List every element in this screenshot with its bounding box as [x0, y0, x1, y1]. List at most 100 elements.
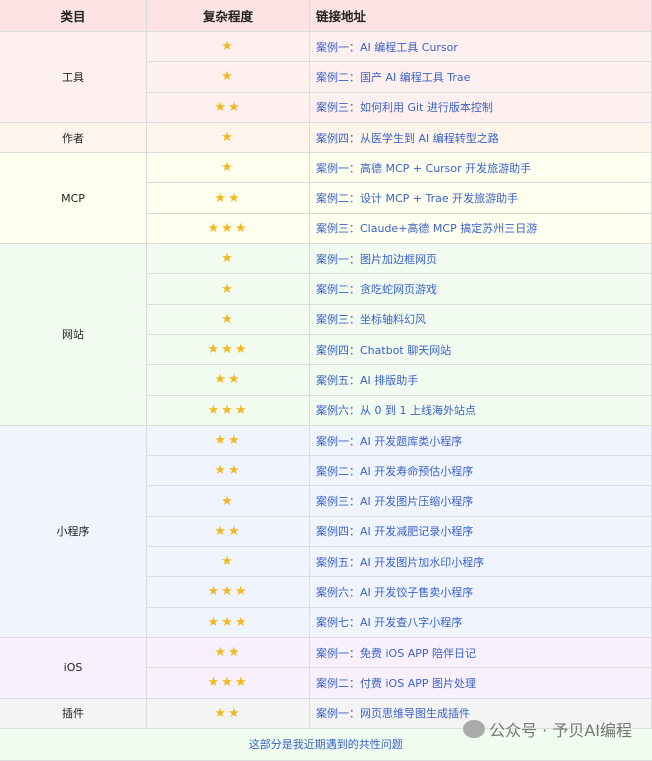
case-link[interactable]: 案例一：免费 iOS APP 陪伴日记 [316, 646, 476, 660]
case-link[interactable]: 案例二：设计 MCP + Trae 开发旅游助手 [316, 192, 519, 206]
case-link[interactable]: 案例三：Claude+高德 MCP 搞定苏州三日游 [316, 222, 538, 236]
link-cell: 案例六：从 0 到 1 上线海外站点 [309, 395, 652, 426]
star-rating: ★ [146, 152, 310, 184]
link-cell: 案例一：AI 编程工具 Cursor [309, 31, 652, 63]
link-cell: 案例三：Claude+高德 MCP 搞定苏州三日游 [309, 213, 652, 245]
star-icon: ★ [228, 99, 242, 115]
table-header: 类目 复杂程度 链接地址 [0, 0, 652, 32]
header-link: 链接地址 [309, 0, 652, 32]
star-icon: ★ [214, 99, 228, 115]
star-rating: ★★ [146, 364, 310, 396]
case-link[interactable]: 案例七：AI 开发查八字小程序 [316, 616, 463, 630]
case-link[interactable]: 案例五：AI 开发图片加水印小程序 [316, 555, 485, 569]
star-icon: ★ [221, 281, 235, 297]
case-link[interactable]: 案例二：国产 AI 编程工具 Trae [316, 70, 471, 84]
star-icon: ★ [221, 220, 235, 236]
star-icon: ★ [221, 675, 235, 691]
star-icon: ★ [234, 402, 249, 418]
case-link[interactable]: 案例三：AI 开发图片压缩小程序 [316, 495, 474, 509]
star-rating: ★★ [146, 455, 310, 487]
star-icon: ★ [221, 130, 235, 146]
star-icon: ★ [214, 372, 228, 388]
category-cell: 网站 [0, 243, 147, 426]
star-icon: ★ [207, 220, 222, 236]
star-icon: ★ [207, 675, 222, 691]
link-cell: 案例一：图片加边框网页 [309, 243, 652, 275]
star-rating: ★★★ [146, 395, 310, 426]
star-icon: ★ [221, 554, 235, 570]
table-row: 插件 ★★ 案例一：网页思维导图生成插件 [0, 698, 652, 729]
table-row: ★ 案例二：国产 AI 编程工具 Trae [0, 61, 652, 93]
category-cell: iOS [0, 637, 147, 699]
case-link[interactable]: 案例一：图片加边框网页 [316, 252, 437, 266]
star-rating: ★ [146, 485, 310, 517]
case-link[interactable]: 案例二：贪吃蛇网页游戏 [316, 283, 437, 297]
star-rating: ★★ [146, 182, 310, 214]
case-link[interactable]: 案例一：AI 编程工具 Cursor [316, 40, 458, 54]
case-link[interactable]: 案例一：高德 MCP + Cursor 开发旅游助手 [316, 161, 532, 175]
link-cell: 案例三：AI 开发图片压缩小程序 [309, 485, 652, 517]
star-icon: ★ [207, 402, 222, 418]
star-rating: ★★ [146, 425, 310, 457]
star-rating: ★ [146, 61, 310, 93]
case-link[interactable]: 案例二：AI 开发寿命预估小程序 [316, 464, 474, 478]
star-icon: ★ [228, 523, 242, 539]
case-link[interactable]: 案例一：AI 开发题库类小程序 [316, 434, 463, 448]
case-link[interactable]: 案例四：从医学生到 AI 编程转型之路 [316, 131, 499, 145]
star-icon: ★ [214, 523, 228, 539]
table-row: MCP ★ 案例一：高德 MCP + Cursor 开发旅游助手 [0, 152, 652, 245]
watermark: 公众号 · 予贝AI编程 [463, 717, 632, 741]
case-link[interactable]: 案例五：AI 排版助手 [316, 373, 419, 387]
table-row: 小程序 ★★ 案例一：AI 开发题库类小程序 [0, 425, 652, 638]
star-icon: ★ [234, 220, 249, 236]
star-rating: ★ [146, 546, 310, 578]
link-cell: 案例二：付费 iOS APP 图片处理 [309, 667, 652, 699]
star-icon: ★ [234, 584, 249, 600]
header-complexity: 复杂程度 [146, 0, 310, 32]
case-link[interactable]: 案例一：网页思维导图生成插件 [316, 707, 470, 721]
star-icon: ★ [214, 705, 228, 721]
case-link[interactable]: 案例六：AI 开发饺子售卖小程序 [316, 585, 474, 599]
case-link[interactable]: 案例六：从 0 到 1 上线海外站点 [316, 404, 476, 418]
star-rating: ★ [146, 243, 310, 275]
star-icon: ★ [221, 614, 235, 630]
star-rating: ★★★ [146, 334, 310, 366]
star-icon: ★ [221, 311, 235, 327]
wechat-icon [463, 720, 486, 738]
star-icon: ★ [234, 614, 249, 630]
star-icon: ★ [221, 69, 235, 85]
link-cell: 案例七：AI 开发查八字小程序 [309, 607, 652, 638]
case-link[interactable]: 案例三：如何利用 Git 进行版本控制 [316, 101, 493, 115]
star-icon: ★ [214, 463, 228, 479]
star-icon: ★ [221, 342, 235, 358]
table-row: 作者 ★ 案例四：从医学生到 AI 编程转型之路 [0, 122, 652, 154]
link-cell: 案例一：AI 开发题库类小程序 [309, 425, 652, 457]
star-icon: ★ [228, 433, 242, 448]
star-rating: ★★★ [146, 667, 310, 699]
star-rating: ★★ [146, 637, 310, 669]
case-link[interactable]: 案例四：Chatbot 聊天网站 [316, 343, 452, 357]
star-icon: ★ [221, 251, 235, 267]
star-rating: ★ [146, 273, 310, 305]
link-cell: 案例二：AI 开发寿命预估小程序 [309, 455, 652, 487]
table-row: iOS ★★ 案例一：免费 iOS APP 陪伴日记 [0, 637, 652, 699]
star-icon: ★ [207, 614, 222, 630]
link-cell: 案例四：从医学生到 AI 编程转型之路 [309, 122, 652, 154]
star-icon: ★ [207, 584, 222, 600]
star-icon: ★ [221, 39, 235, 55]
footer-note[interactable]: 这部分是我近期遇到的共性问题 [0, 728, 652, 761]
star-icon: ★ [214, 645, 228, 661]
table-row: ★★ 案例二：设计 MCP + Trae 开发旅游助手 [0, 182, 652, 214]
case-link[interactable]: 案例三：坐标轴料幻风 [316, 313, 426, 327]
link-cell: 案例二：设计 MCP + Trae 开发旅游助手 [309, 182, 652, 214]
star-icon: ★ [221, 402, 235, 418]
star-icon: ★ [207, 342, 222, 358]
case-link[interactable]: 案例二：付费 iOS APP 图片处理 [316, 676, 476, 690]
watermark-text: 公众号 · 予贝AI编程 [489, 721, 632, 740]
category-cell: MCP [0, 152, 147, 245]
link-cell: 案例一：高德 MCP + Cursor 开发旅游助手 [309, 152, 652, 184]
category-cell: 工具 [0, 31, 147, 123]
star-icon: ★ [214, 433, 228, 448]
case-link[interactable]: 案例四：AI 开发减肥记录小程序 [316, 525, 474, 539]
